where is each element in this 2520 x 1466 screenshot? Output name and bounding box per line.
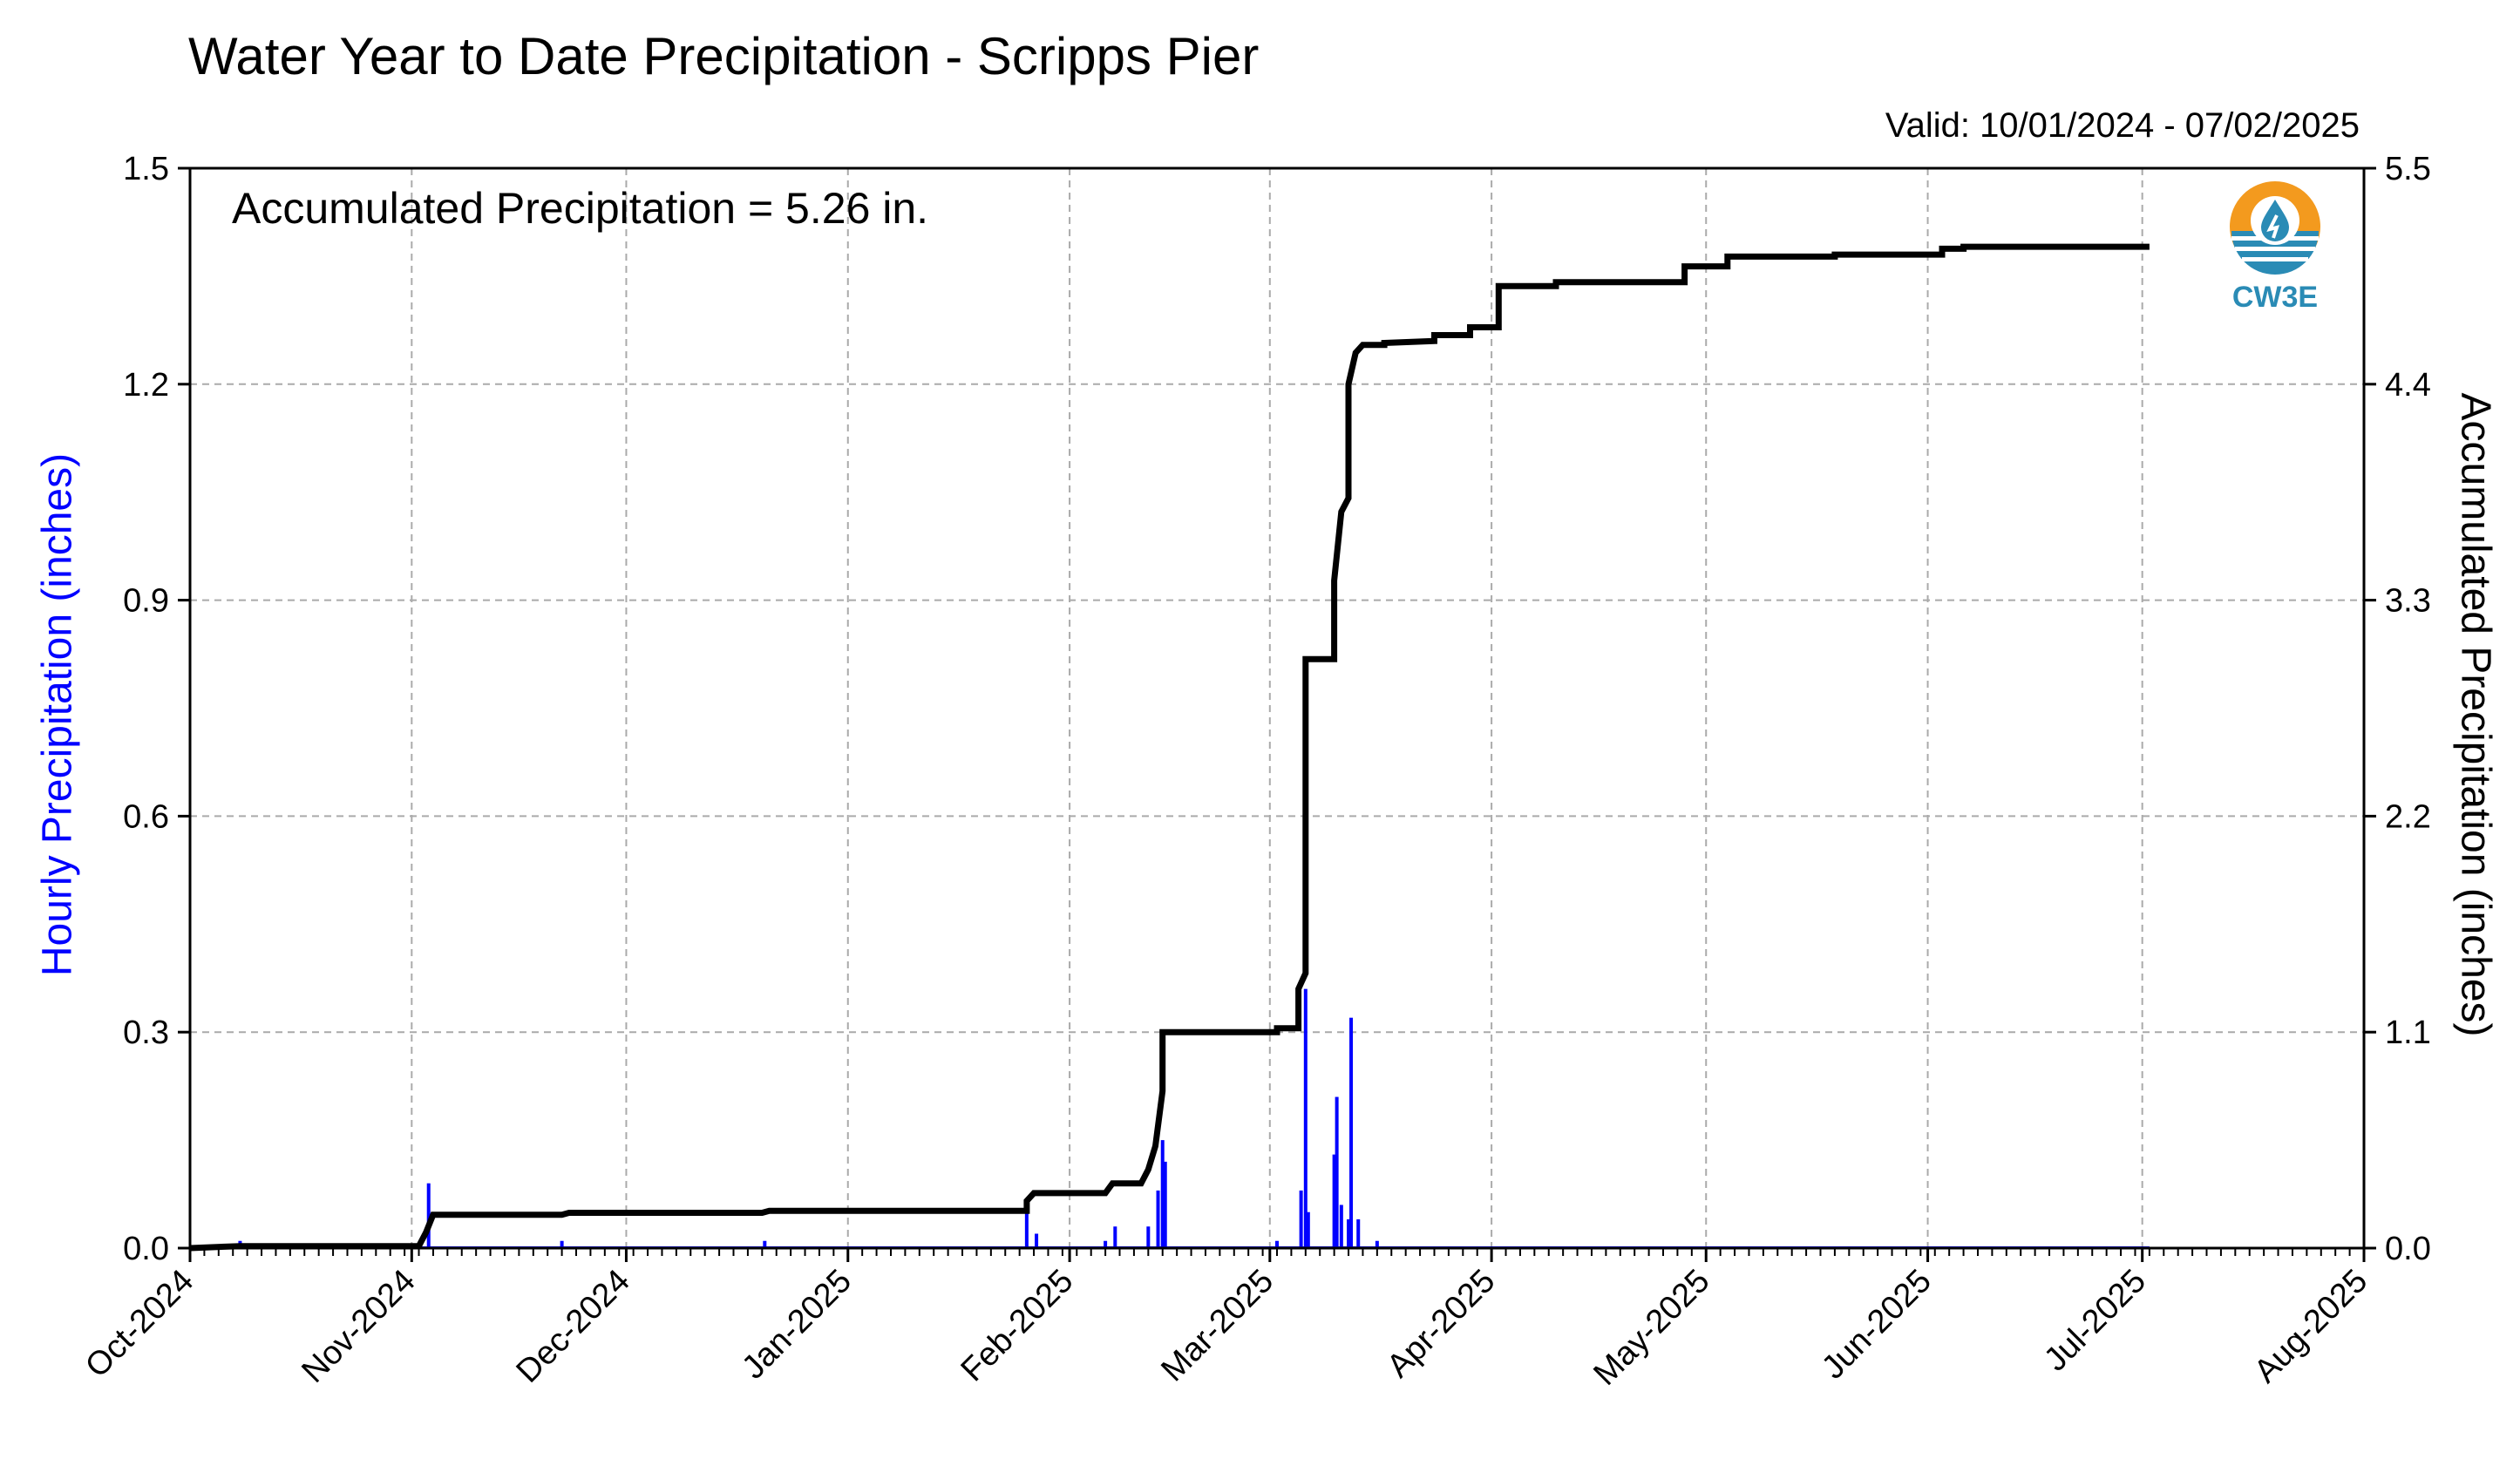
- y-left-tick-label: 1.2: [123, 367, 169, 404]
- precip-bar: [1339, 1205, 1343, 1248]
- precip-bar: [426, 1183, 431, 1248]
- precip-bar: [1375, 1240, 1379, 1248]
- precip-bar: [1299, 1190, 1303, 1248]
- x-tick-label: Apr-2025: [1380, 1263, 1502, 1385]
- precip-bar: [1104, 1240, 1108, 1248]
- accumulated-total-annotation: Accumulated Precipitation = 5.26 in.: [232, 184, 929, 233]
- y-left-tick-label: 0.0: [123, 1231, 169, 1267]
- precip-bar: [1303, 988, 1308, 1248]
- valid-date-range: Valid: 10/01/2024 - 07/02/2025: [1885, 106, 2360, 145]
- x-tick-label: Jul-2025: [2037, 1263, 2153, 1379]
- x-tick-label: Dec-2024: [510, 1263, 637, 1390]
- cw3e-logo: CW3E: [2223, 179, 2327, 318]
- x-tick-label: Jan-2025: [735, 1263, 859, 1387]
- hourly-precip-bars: [190, 988, 2150, 1248]
- tick-labels: Oct-2024 Nov-2024 Dec-2024 Jan-2025 Feb-2025…: [78, 151, 2431, 1393]
- y-left-tick-label: 0.3: [123, 1015, 169, 1051]
- plot-frame: [188, 166, 2366, 1250]
- precip-bar: [1024, 1211, 1029, 1248]
- precip-bar: [1113, 1226, 1117, 1248]
- accumulated-line: [189, 243, 2150, 1252]
- y-right-tick-label: 3.3: [2385, 583, 2431, 620]
- x-tick-label: Nov-2024: [295, 1263, 422, 1390]
- y-left-tick-label: 0.9: [123, 583, 169, 620]
- precip-bar: [763, 1240, 767, 1248]
- precip-bar: [1146, 1226, 1151, 1248]
- y-right-tick-label: 0.0: [2385, 1231, 2431, 1267]
- precip-bar: [1349, 1017, 1354, 1248]
- precip-bar: [1156, 1190, 1160, 1248]
- precip-bar: [560, 1240, 564, 1248]
- precip-bar: [1347, 1218, 1351, 1248]
- precip-bar: [1335, 1096, 1339, 1248]
- y-right-tick-label: 5.5: [2385, 151, 2431, 187]
- cw3e-logo-text: CW3E: [2231, 281, 2319, 314]
- precip-bar: [1306, 1211, 1310, 1248]
- grid-lines: [190, 168, 2364, 1248]
- y-axis-left-label: Hourly Precipitation (inches): [34, 452, 81, 977]
- x-tick-label: Mar-2025: [1154, 1263, 1280, 1389]
- y-right-tick-label: 1.1: [2385, 1015, 2431, 1051]
- precip-bar: [1332, 1154, 1336, 1248]
- x-tick-label: Feb-2025: [954, 1263, 1081, 1389]
- y-left-tick-label: 1.5: [123, 151, 169, 187]
- x-tick-label: Oct-2024: [78, 1263, 200, 1385]
- precip-bar: [1163, 1161, 1167, 1248]
- axes: [178, 166, 2376, 1262]
- chart-title: Water Year to Date Precipitation - Scrip…: [188, 27, 1260, 85]
- precip-bar: [1160, 1140, 1165, 1248]
- precip-bar: [1035, 1233, 1039, 1248]
- cw3e-logo-icon: [2230, 181, 2320, 275]
- precip-bar: [1356, 1218, 1361, 1248]
- y-right-tick-label: 2.2: [2385, 798, 2431, 835]
- y-axis-right-label: Accumulated Precipitation (inches): [2452, 392, 2499, 1037]
- accumulated-precip-line: [189, 243, 2150, 1252]
- y-right-tick-label: 4.4: [2385, 367, 2431, 404]
- x-minor-ticks: [189, 1248, 2365, 1256]
- x-tick-label: Aug-2025: [2247, 1263, 2374, 1390]
- x-tick-label: May-2025: [1586, 1263, 1716, 1393]
- y-left-tick-label: 0.6: [123, 798, 169, 835]
- x-tick-label: Jun-2025: [1815, 1263, 1939, 1387]
- precip-bar: [1275, 1240, 1279, 1248]
